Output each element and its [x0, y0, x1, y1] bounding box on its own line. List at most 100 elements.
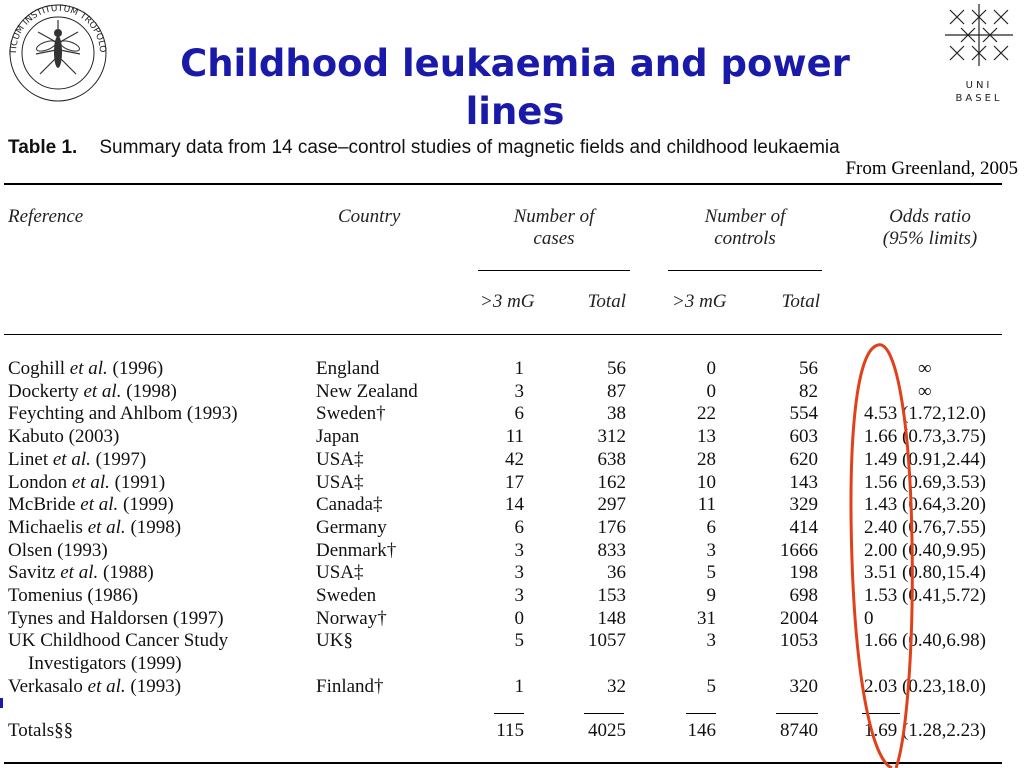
- table-cell-controls-gt3: 5: [706, 675, 717, 697]
- header-odds-ratio: Odds ratio (95% limits): [862, 206, 998, 250]
- reference-text: Dockerty: [8, 380, 84, 402]
- reference-text: Tomenius (1986): [8, 585, 139, 606]
- table-cell-country: Finland†: [316, 675, 384, 697]
- totals-cases-gt3: 115: [496, 720, 524, 741]
- reference-etal: et al.: [80, 494, 119, 516]
- table-cell-controls-total: 2004: [780, 607, 818, 629]
- table-cell-controls-total: 1666: [780, 539, 818, 561]
- header-or-line2: (95% limits): [882, 228, 978, 249]
- totals-label: Totals§§: [8, 720, 74, 741]
- reference-year: (1988): [98, 562, 154, 584]
- table-cell-cases-total: 56: [607, 358, 626, 379]
- table-cell-cases-gt3: 6: [514, 516, 525, 538]
- header-country: Country: [338, 206, 401, 227]
- table-cell-controls-gt3: 3: [706, 630, 717, 652]
- table-cell-controls-total: 198: [789, 562, 819, 584]
- table-cell-controls-total: 1053: [780, 630, 818, 652]
- table-cell-controls-total: 554: [789, 403, 819, 425]
- table-cell-cases-gt3: 5: [514, 630, 525, 652]
- table-cell-reference: Feychting and Ahlbom (1993): [8, 403, 238, 425]
- table-bottom-rule: [4, 762, 1002, 764]
- table-cell-odds-ratio: 3.51 (0.80,15.4): [864, 562, 986, 584]
- table-cell-odds-ratio: ∞: [918, 380, 932, 402]
- table-cell-controls-total: 82: [799, 380, 818, 402]
- table-cell-country: USA‡: [316, 471, 364, 493]
- header-controls-gt3: >3 mG: [672, 291, 727, 312]
- controls-subheader-rule: [668, 270, 822, 271]
- table-cell-reference: London et al. (1991): [8, 472, 165, 494]
- table-cell-controls-gt3: 3: [706, 539, 717, 561]
- table-cell-reference: Tynes and Haldorsen (1997): [8, 608, 224, 630]
- table-cell-cases-gt3: 1: [514, 675, 525, 697]
- table-cell-reference: Kabuto (2003): [8, 426, 119, 448]
- table-cell-odds-ratio: 1.43 (0.64,3.20): [864, 494, 986, 516]
- table-cell-cases-total: 312: [597, 426, 627, 448]
- table-cell-controls-total: 414: [789, 516, 819, 538]
- header-cases: Number of cases: [480, 206, 628, 250]
- totals-odds-ratio: 1.69 (1.28,2.23): [864, 720, 986, 741]
- reference-text: Savitz: [8, 562, 61, 584]
- header-cases-line1: Number of: [513, 206, 595, 227]
- table-cell-reference: McBride et al. (1999): [8, 494, 174, 516]
- table-cell-controls-gt3: 0: [706, 358, 717, 379]
- reference-text: Kabuto (2003): [8, 426, 120, 448]
- table-cell-reference: Linet et al. (1997): [8, 449, 146, 471]
- institute-logo: HELVETICUM INSTITUTUM TROPOLOGICUM: [2, 2, 107, 102]
- table-cell-controls-gt3: 31: [697, 607, 716, 629]
- table-cell-country: Sweden†: [316, 403, 386, 425]
- reference-year: (1996): [107, 358, 164, 379]
- table-cell-country: Germany: [316, 516, 387, 538]
- reference-year: (1999): [118, 494, 174, 516]
- reference-text: Verkasalo: [8, 675, 88, 697]
- table-cell-cases-total: 153: [597, 585, 627, 606]
- table-cell-reference-cont: Investigators (1999): [28, 653, 182, 675]
- header-controls-line1: Number of: [704, 206, 786, 227]
- table-cell-cases-gt3: 42: [505, 448, 524, 470]
- cases-subheader-rule: [478, 270, 630, 271]
- table-cell-controls-gt3: 11: [697, 494, 716, 516]
- reference-text: Michaelis: [8, 516, 88, 538]
- reference-text: Olsen (1993): [8, 539, 108, 561]
- table-cell-reference: Dockerty et al. (1998): [8, 381, 177, 403]
- table-cell-odds-ratio: 1.66 (0.40,6.98): [864, 630, 986, 652]
- table-cell-controls-gt3: 9: [706, 585, 717, 606]
- table-cell-odds-ratio: 1.53 (0.41,5.72): [864, 585, 986, 606]
- reference-text: UK Childhood Cancer Study: [8, 630, 229, 652]
- table-cell-controls-gt3: 13: [697, 426, 716, 448]
- table-cell-odds-ratio: 2.40 (0.76,7.55): [864, 516, 986, 538]
- table-cell-cases-total: 32: [607, 675, 626, 697]
- table-cell-country: Canada‡: [316, 494, 383, 516]
- reference-text: Linet: [8, 448, 53, 470]
- table-cell-odds-ratio: 4.53 (1.72,12.0): [864, 403, 986, 425]
- table-cell-country: Sweden: [316, 585, 377, 606]
- table-cell-country: Denmark†: [316, 539, 397, 561]
- table-cell-cases-total: 638: [597, 448, 627, 470]
- reference-year: (1993): [125, 675, 182, 697]
- table-cell-controls-gt3: 5: [706, 562, 717, 584]
- table-cell-controls-total: 320: [789, 675, 819, 697]
- table-cell-country: England: [316, 358, 380, 379]
- table-cell-reference: Olsen (1993): [8, 540, 108, 562]
- reference-etal: et al.: [71, 471, 110, 493]
- header-or-line1: Odds ratio: [889, 206, 971, 227]
- table-cell-controls-gt3: 6: [706, 516, 717, 538]
- table-cell-cases-gt3: 0: [514, 607, 525, 629]
- table-cell-cases-total: 36: [607, 562, 626, 584]
- table-cell-reference: Verkasalo et al. (1993): [8, 676, 181, 698]
- header-cases-gt3: >3 mG: [480, 291, 535, 312]
- table-cell-cases-gt3: 3: [514, 539, 525, 561]
- table-header-rule: [4, 334, 1002, 335]
- reference-etal: et al.: [60, 562, 99, 584]
- table-cell-cases-total: 833: [597, 539, 627, 561]
- table-cell-controls-total: 329: [789, 494, 819, 516]
- table-cell-reference: Coghill et al. (1996): [8, 358, 163, 380]
- table-cell-odds-ratio: 2.00 (0.40,9.95): [864, 539, 986, 561]
- totals-controls-gt3: 146: [687, 720, 717, 741]
- reference-etal: et al.: [69, 358, 108, 379]
- reference-etal: et al.: [52, 448, 91, 470]
- svg-text:BASEL: BASEL: [956, 93, 1003, 104]
- totals-dash: [776, 713, 818, 714]
- table-cell-cases-gt3: 6: [514, 403, 525, 425]
- reference-text: London: [8, 471, 72, 493]
